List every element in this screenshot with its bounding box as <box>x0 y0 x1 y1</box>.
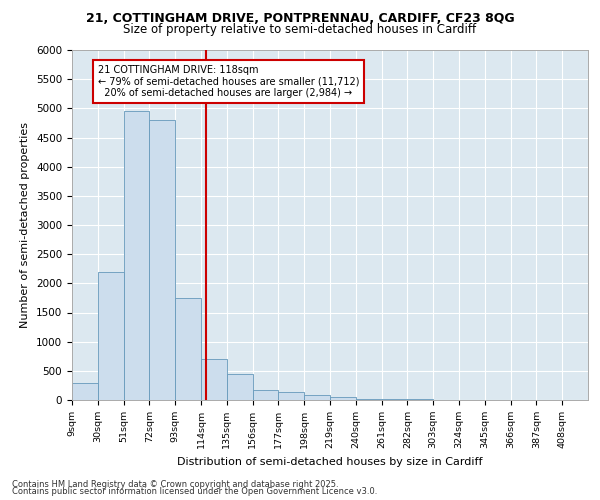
Text: Contains public sector information licensed under the Open Government Licence v3: Contains public sector information licen… <box>12 487 377 496</box>
Y-axis label: Number of semi-detached properties: Number of semi-detached properties <box>20 122 31 328</box>
Text: Size of property relative to semi-detached houses in Cardiff: Size of property relative to semi-detach… <box>124 22 476 36</box>
Bar <box>201 359 227 400</box>
Bar <box>253 390 278 400</box>
Bar <box>382 399 407 400</box>
Text: 21, COTTINGHAM DRIVE, PONTPRENNAU, CARDIFF, CF23 8QG: 21, COTTINGHAM DRIVE, PONTPRENNAU, CARDI… <box>86 12 514 26</box>
Bar <box>149 120 175 400</box>
Text: 21 COTTINGHAM DRIVE: 118sqm
← 79% of semi-detached houses are smaller (11,712)
 : 21 COTTINGHAM DRIVE: 118sqm ← 79% of sem… <box>98 64 359 98</box>
Bar <box>278 392 304 400</box>
Bar <box>72 382 98 400</box>
X-axis label: Distribution of semi-detached houses by size in Cardiff: Distribution of semi-detached houses by … <box>177 456 483 466</box>
Bar <box>227 374 253 400</box>
Bar <box>98 272 124 400</box>
Bar <box>356 398 382 400</box>
Bar <box>330 397 356 400</box>
Text: Contains HM Land Registry data © Crown copyright and database right 2025.: Contains HM Land Registry data © Crown c… <box>12 480 338 489</box>
Bar <box>304 395 330 400</box>
Bar <box>124 112 149 400</box>
Bar <box>175 298 201 400</box>
